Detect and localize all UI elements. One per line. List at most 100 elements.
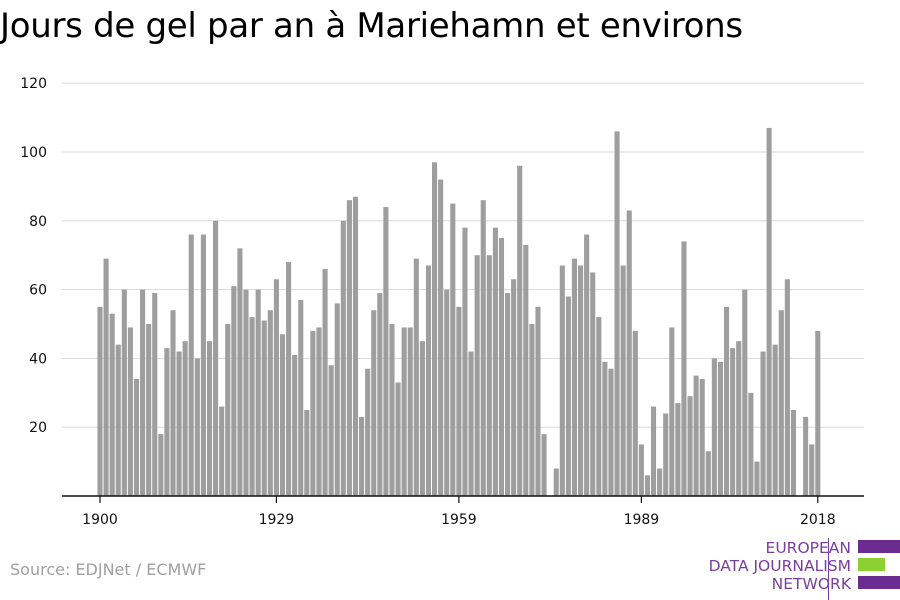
bars — [97, 127, 821, 497]
bar-1906 — [133, 379, 140, 496]
bar-2017 — [809, 444, 815, 496]
bar-1993 — [663, 413, 669, 496]
bar-1934 — [304, 410, 310, 496]
bar-2014 — [790, 410, 797, 496]
bar-1901 — [103, 258, 109, 496]
bar-1955 — [432, 162, 438, 496]
bar-1946 — [377, 293, 383, 496]
bar-1926 — [255, 289, 261, 496]
y-tick-label: 60 — [29, 283, 47, 299]
x-tick-label: 2018 — [800, 512, 836, 528]
y-tick-label: 100 — [20, 145, 47, 161]
bar-1971 — [529, 324, 535, 496]
bar-1944 — [365, 368, 371, 496]
logo-line-3: NETWORK — [771, 575, 851, 593]
logo-divider — [828, 538, 829, 600]
bar-1904 — [121, 289, 127, 496]
bar-1919 — [213, 220, 219, 497]
bar-1913 — [176, 351, 182, 496]
y-axis-ticks: 20 40 60 80 100 120 — [20, 76, 47, 436]
bar-1976 — [559, 265, 565, 496]
bar-1923 — [237, 248, 243, 496]
bar-1910 — [158, 434, 164, 496]
bar-1958 — [450, 203, 456, 496]
bar-1908 — [146, 324, 152, 496]
bar-1991 — [651, 406, 657, 496]
bar-2018 — [815, 330, 821, 496]
x-axis-ticks: 1900 1929 1959 1989 2018 — [82, 496, 836, 528]
logo-bar-bottom — [858, 576, 900, 589]
bar-1998 — [693, 375, 699, 496]
bar-1968 — [511, 279, 517, 496]
bar-1905 — [127, 327, 133, 496]
bar-2011 — [772, 344, 778, 496]
bar-1941 — [346, 200, 352, 496]
bar-1990 — [644, 475, 651, 496]
bar-1903 — [115, 344, 121, 496]
bar-2004 — [730, 348, 736, 496]
bar-1950 — [401, 327, 407, 496]
bar-1979 — [578, 265, 584, 496]
bar-1940 — [340, 220, 346, 497]
bar-1987 — [626, 210, 632, 497]
bar-1900 — [97, 306, 103, 496]
bar-1965 — [492, 227, 498, 496]
bar-2003 — [724, 306, 730, 496]
bar-2006 — [742, 289, 748, 496]
bar-1960 — [462, 227, 468, 496]
bar-2010 — [766, 127, 772, 497]
bar-1959 — [456, 306, 462, 496]
x-tick-label: 1900 — [82, 512, 118, 528]
bar-2008 — [754, 461, 760, 496]
bar-1969 — [517, 165, 523, 496]
bar-1942 — [352, 196, 359, 496]
bar-1945 — [371, 310, 377, 496]
bar-1948 — [389, 324, 395, 496]
bar-2002 — [717, 361, 724, 496]
logo-line-2: DATA JOURNALISM — [708, 557, 851, 575]
bar-1961 — [468, 351, 474, 496]
bar-1953 — [419, 341, 425, 496]
edjnet-logo: EUROPEAN DATA JOURNALISM NETWORK — [700, 538, 900, 600]
bar-1982 — [596, 317, 602, 496]
bar-1994 — [669, 327, 675, 496]
bar-1957 — [444, 289, 450, 496]
bar-1986 — [620, 265, 626, 496]
bar-1928 — [267, 310, 273, 496]
bar-1921 — [225, 324, 231, 496]
bar-1964 — [486, 255, 492, 496]
x-tick-label: 1929 — [259, 512, 295, 528]
y-tick-label: 40 — [29, 351, 47, 367]
bar-1952 — [413, 258, 419, 496]
bar-1975 — [553, 468, 559, 496]
bar-1962 — [474, 255, 480, 496]
bar-1985 — [614, 131, 620, 497]
bar-1937 — [322, 268, 328, 496]
bar-1911 — [164, 348, 170, 496]
bar-1930 — [279, 334, 286, 496]
bar-1931 — [286, 262, 292, 496]
bar-1936 — [316, 327, 322, 496]
bar-1967 — [505, 293, 511, 496]
bar-1973 — [541, 434, 547, 496]
bar-1997 — [687, 396, 693, 496]
logo-line-1: EUROPEAN — [765, 539, 851, 557]
bar-1938 — [328, 365, 334, 496]
logo-bar-middle — [858, 558, 885, 571]
bar-1915 — [188, 234, 194, 496]
y-tick-label: 120 — [20, 76, 47, 92]
bar-1956 — [438, 179, 444, 496]
bar-1909 — [152, 293, 158, 496]
bar-1939 — [334, 303, 340, 496]
bar-1970 — [523, 244, 529, 496]
bar-1912 — [170, 310, 176, 496]
bar-1933 — [298, 299, 304, 496]
bar-1980 — [584, 234, 590, 496]
bar-2005 — [736, 341, 742, 496]
logo-bar-top — [858, 540, 900, 553]
bar-1981 — [590, 272, 596, 496]
bar-2009 — [760, 351, 766, 496]
bar-1907 — [140, 289, 146, 496]
bar-2016 — [803, 416, 809, 496]
